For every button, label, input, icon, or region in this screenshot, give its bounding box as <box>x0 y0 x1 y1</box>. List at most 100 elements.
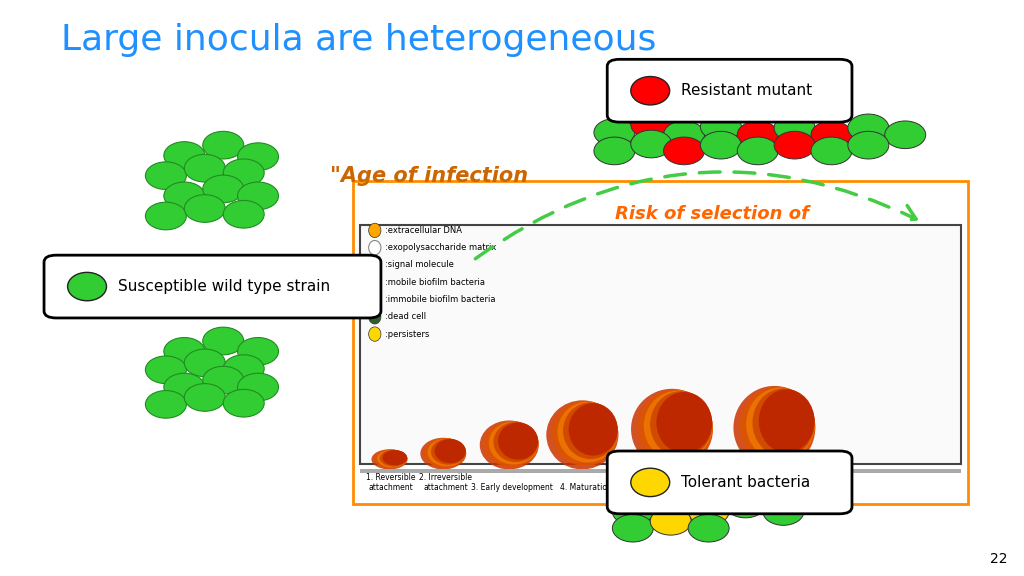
Ellipse shape <box>552 401 618 466</box>
Ellipse shape <box>369 292 381 306</box>
Ellipse shape <box>383 450 408 465</box>
Ellipse shape <box>238 182 279 210</box>
Ellipse shape <box>164 182 205 210</box>
Ellipse shape <box>369 310 381 324</box>
Ellipse shape <box>612 498 653 525</box>
Ellipse shape <box>164 142 205 169</box>
Ellipse shape <box>203 131 244 159</box>
Ellipse shape <box>145 162 186 190</box>
Ellipse shape <box>688 498 729 525</box>
FancyBboxPatch shape <box>44 255 381 318</box>
Ellipse shape <box>737 137 778 165</box>
Ellipse shape <box>848 114 889 142</box>
Ellipse shape <box>369 327 381 341</box>
Text: 3. Early development: 3. Early development <box>471 483 553 492</box>
Ellipse shape <box>753 388 815 457</box>
Ellipse shape <box>631 468 670 497</box>
Text: ▷: ▷ <box>372 260 378 270</box>
FancyBboxPatch shape <box>360 225 961 464</box>
Ellipse shape <box>700 113 741 141</box>
Text: 4. Maturation: 4. Maturation <box>560 483 611 492</box>
Ellipse shape <box>664 121 705 149</box>
Ellipse shape <box>811 137 852 165</box>
Ellipse shape <box>664 137 705 165</box>
Ellipse shape <box>650 507 691 535</box>
Ellipse shape <box>737 121 778 149</box>
Text: :persisters: :persisters <box>385 329 429 339</box>
Ellipse shape <box>594 137 635 165</box>
Text: 2. Irreversible
attachment: 2. Irreversible attachment <box>419 473 472 492</box>
Ellipse shape <box>145 391 186 418</box>
Ellipse shape <box>494 422 539 462</box>
FancyArrowPatch shape <box>475 172 916 259</box>
Ellipse shape <box>885 121 926 149</box>
Ellipse shape <box>372 449 408 469</box>
Ellipse shape <box>223 200 264 228</box>
Ellipse shape <box>547 400 618 469</box>
Text: 22: 22 <box>990 552 1008 566</box>
Ellipse shape <box>431 439 466 465</box>
FancyBboxPatch shape <box>607 451 852 514</box>
Ellipse shape <box>434 439 466 463</box>
Ellipse shape <box>223 389 264 417</box>
Ellipse shape <box>184 195 225 222</box>
Text: "Age of infection: "Age of infection <box>330 166 527 185</box>
Text: 5. Dispersal (2): 5. Dispersal (2) <box>749 483 808 492</box>
Ellipse shape <box>733 386 815 469</box>
Ellipse shape <box>631 389 713 469</box>
Ellipse shape <box>184 349 225 377</box>
Ellipse shape <box>763 498 804 525</box>
Text: Tolerant bacteria: Tolerant bacteria <box>681 475 810 490</box>
Ellipse shape <box>631 111 672 138</box>
Ellipse shape <box>700 131 741 159</box>
Ellipse shape <box>557 401 618 463</box>
Text: :extracellular DNA: :extracellular DNA <box>385 226 462 235</box>
Ellipse shape <box>145 356 186 384</box>
Text: :exopolysaccharide matrix: :exopolysaccharide matrix <box>385 243 497 252</box>
Ellipse shape <box>369 241 381 255</box>
Ellipse shape <box>631 77 670 105</box>
Ellipse shape <box>184 154 225 182</box>
Text: :immobile biofilm bacteria: :immobile biofilm bacteria <box>385 295 496 304</box>
Ellipse shape <box>848 131 889 159</box>
Ellipse shape <box>631 130 672 158</box>
Ellipse shape <box>811 121 852 149</box>
Ellipse shape <box>238 373 279 401</box>
Ellipse shape <box>774 114 815 142</box>
Ellipse shape <box>644 391 713 461</box>
Ellipse shape <box>380 450 408 467</box>
Ellipse shape <box>637 389 713 465</box>
FancyBboxPatch shape <box>607 59 852 122</box>
Ellipse shape <box>568 403 617 456</box>
Ellipse shape <box>424 438 466 468</box>
Ellipse shape <box>420 438 466 469</box>
Ellipse shape <box>145 202 186 230</box>
Ellipse shape <box>759 389 814 453</box>
Ellipse shape <box>164 373 205 401</box>
Ellipse shape <box>725 490 766 518</box>
Ellipse shape <box>498 422 539 460</box>
Text: :mobile biofilm bacteria: :mobile biofilm bacteria <box>385 278 485 287</box>
Ellipse shape <box>223 355 264 382</box>
Ellipse shape <box>612 514 653 542</box>
Ellipse shape <box>68 272 106 301</box>
Ellipse shape <box>594 119 635 146</box>
Ellipse shape <box>656 392 712 453</box>
Ellipse shape <box>479 420 539 469</box>
Text: Large inocula are heterogeneous: Large inocula are heterogeneous <box>61 23 656 57</box>
Ellipse shape <box>203 366 244 394</box>
Text: 1. Reversible
attachment: 1. Reversible attachment <box>367 473 416 492</box>
Ellipse shape <box>164 338 205 365</box>
Ellipse shape <box>484 421 539 467</box>
FancyBboxPatch shape <box>360 469 961 473</box>
Ellipse shape <box>427 438 466 467</box>
Ellipse shape <box>184 384 225 411</box>
Ellipse shape <box>203 175 244 203</box>
Ellipse shape <box>739 386 815 465</box>
Ellipse shape <box>238 338 279 365</box>
Ellipse shape <box>650 391 713 457</box>
Text: Susceptible wild type strain: Susceptible wild type strain <box>118 279 330 294</box>
Text: Resistant mutant: Resistant mutant <box>681 83 812 98</box>
Text: Risk of selection of: Risk of selection of <box>614 205 809 223</box>
Ellipse shape <box>203 327 244 355</box>
